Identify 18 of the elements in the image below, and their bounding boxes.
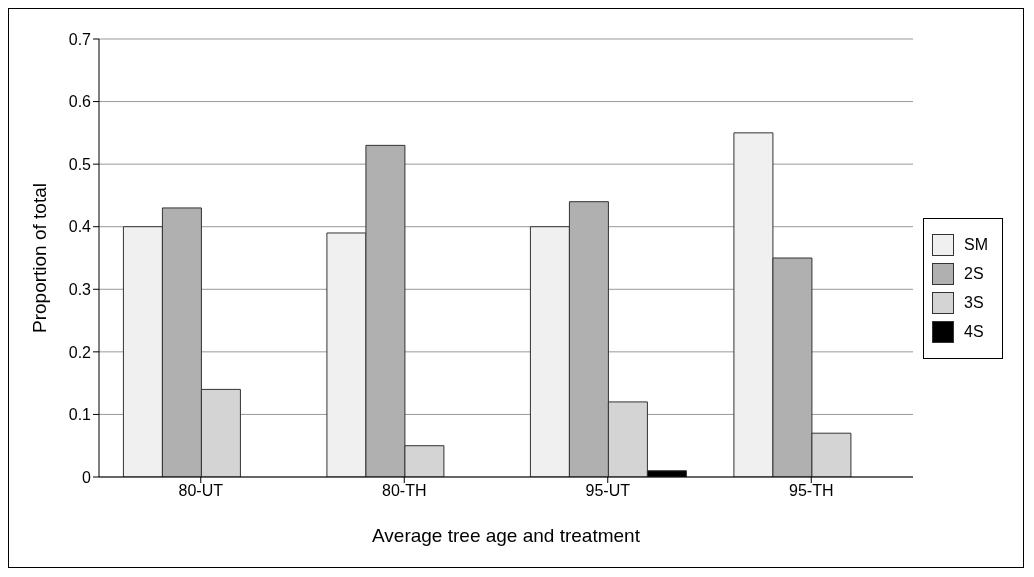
legend-label: 4S <box>964 322 984 341</box>
y-tick-label: 0.4 <box>68 218 92 236</box>
x-tick-label: 95-TH <box>789 482 834 500</box>
y-tick-label: 0.7 <box>68 30 92 48</box>
y-tick-label: 0.2 <box>68 343 92 361</box>
legend-label: 2S <box>964 264 984 283</box>
y-tick-label: 0.5 <box>68 155 92 173</box>
legend-label: SM <box>964 235 988 254</box>
x-axis-title: Average tree age and treatment <box>372 525 641 546</box>
y-axis-title: Proportion of total <box>28 183 50 333</box>
y-tick-label: 0.1 <box>68 406 92 424</box>
x-tick-label: 95-UT <box>585 482 631 500</box>
y-tick-label: 0.3 <box>68 280 92 298</box>
x-tick-label: 80-UT <box>178 482 224 500</box>
y-tick-label: 0.6 <box>68 93 92 111</box>
legend-label: 3S <box>964 293 984 312</box>
y-tick-label: 0 <box>82 468 92 486</box>
x-tick-label: 80-TH <box>382 482 427 500</box>
